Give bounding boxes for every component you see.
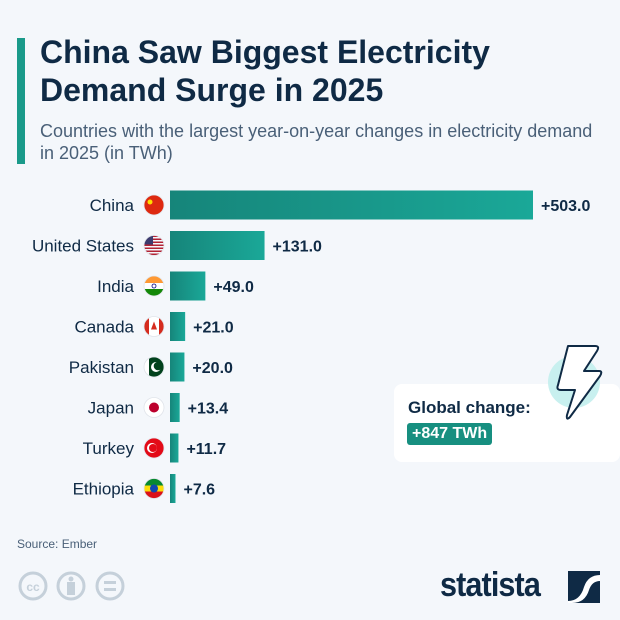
chart-subtitle: Countries with the largest year-on-year … xyxy=(40,121,593,163)
china-flag-icon xyxy=(144,195,164,215)
bar xyxy=(170,190,533,220)
category-label: United States xyxy=(32,237,134,256)
value-label: +11.7 xyxy=(186,441,226,458)
value-label: +20.0 xyxy=(192,360,233,377)
statista-logo-mark xyxy=(568,571,600,603)
bar-row: Ethiopia +7.6 xyxy=(73,474,215,503)
creative-commons-icons[interactable]: cc xyxy=(17,571,127,601)
bar xyxy=(170,474,176,503)
india-flag-icon xyxy=(144,276,164,296)
bar-row: Pakistan +20.0 xyxy=(69,352,233,382)
value-label: +503.0 xyxy=(541,198,590,215)
bar xyxy=(170,271,206,301)
bar xyxy=(170,231,265,260)
bar-row: Japan +13.4 xyxy=(88,393,229,422)
statista-logo: statista xyxy=(440,566,541,604)
value-label: +131.0 xyxy=(273,239,322,256)
japan-flag-icon xyxy=(144,397,164,418)
value-label: +13.4 xyxy=(188,401,229,418)
turkey-flag-icon xyxy=(144,438,164,458)
bar xyxy=(170,312,186,341)
ethiopia-flag-icon xyxy=(144,478,164,499)
global-change-value: +847 TWh xyxy=(407,423,493,445)
value-label: +7.6 xyxy=(183,482,215,499)
category-label: China xyxy=(90,196,135,215)
pakistan-flag-icon xyxy=(144,357,164,377)
bar-row: Canada +21.0 xyxy=(74,312,234,341)
lightning-bolt-icon xyxy=(548,345,603,420)
bar-row: India +49.0 xyxy=(97,271,254,301)
us-flag-icon xyxy=(144,235,164,255)
category-label: Ethiopia xyxy=(73,480,135,499)
category-label: Japan xyxy=(88,399,134,418)
source-note: Source: Ember xyxy=(17,537,98,551)
bar xyxy=(170,352,185,382)
bar-row: China +503.0 xyxy=(90,190,590,220)
bar-row: Turkey +11.7 xyxy=(83,433,226,463)
bar-chart: China +503.0 United States +131.0 India +49.0… xyxy=(32,190,590,503)
canada-flag-icon xyxy=(144,316,164,337)
category-label: Canada xyxy=(74,318,134,337)
category-label: Turkey xyxy=(83,439,135,458)
bar xyxy=(170,433,179,463)
category-label: Pakistan xyxy=(69,358,134,377)
category-label: India xyxy=(97,277,134,296)
bar-row: United States +131.0 xyxy=(32,231,322,260)
svg-text:cc: cc xyxy=(26,580,40,594)
value-label: +49.0 xyxy=(213,279,254,296)
title-accent-bar xyxy=(17,38,25,164)
chart-title: China Saw Biggest Electricity Demand Sur… xyxy=(40,34,490,108)
global-change-label: Global change: xyxy=(408,398,531,417)
bar xyxy=(170,393,180,422)
value-label: +21.0 xyxy=(193,320,234,337)
